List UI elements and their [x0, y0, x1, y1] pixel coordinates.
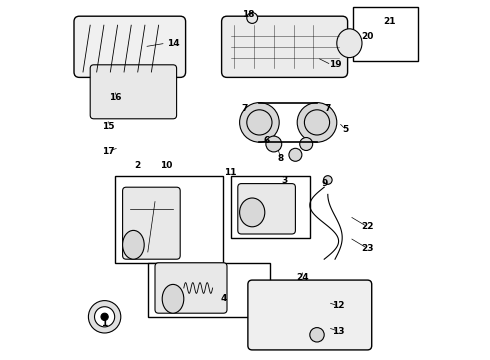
Text: 7: 7	[324, 104, 331, 113]
Text: 7: 7	[242, 104, 248, 113]
Text: 15: 15	[102, 122, 115, 131]
Ellipse shape	[289, 148, 302, 161]
Text: 1: 1	[101, 320, 108, 328]
Text: 6: 6	[264, 136, 270, 145]
Ellipse shape	[337, 29, 362, 58]
Ellipse shape	[88, 301, 121, 333]
Text: 5: 5	[343, 125, 349, 134]
Text: 4: 4	[220, 294, 226, 303]
Text: 19: 19	[329, 60, 342, 69]
Text: 22: 22	[361, 222, 374, 231]
FancyBboxPatch shape	[122, 187, 180, 259]
FancyBboxPatch shape	[155, 263, 227, 313]
Text: 12: 12	[332, 302, 345, 310]
Text: 9: 9	[321, 179, 327, 188]
FancyBboxPatch shape	[74, 16, 186, 77]
Bar	[231, 176, 310, 238]
Text: 11: 11	[224, 168, 237, 177]
Text: 2: 2	[134, 161, 140, 170]
Ellipse shape	[247, 13, 258, 23]
Text: 24: 24	[296, 273, 309, 282]
Text: 10: 10	[160, 161, 172, 170]
Text: 21: 21	[383, 17, 395, 26]
FancyBboxPatch shape	[90, 65, 176, 119]
Ellipse shape	[240, 198, 265, 227]
Ellipse shape	[310, 328, 324, 342]
Text: 16: 16	[109, 93, 122, 102]
Text: 13: 13	[332, 327, 345, 336]
Text: 8: 8	[278, 154, 284, 163]
FancyBboxPatch shape	[238, 184, 295, 234]
FancyBboxPatch shape	[221, 16, 347, 77]
Bar	[148, 263, 270, 317]
Ellipse shape	[162, 284, 184, 313]
Bar	[116, 176, 223, 263]
Text: 17: 17	[102, 147, 115, 156]
Ellipse shape	[101, 313, 108, 320]
Bar	[353, 7, 418, 61]
Ellipse shape	[300, 138, 313, 150]
Ellipse shape	[266, 136, 282, 152]
Text: 23: 23	[361, 244, 374, 253]
Ellipse shape	[122, 230, 144, 259]
Ellipse shape	[323, 176, 332, 184]
Text: 3: 3	[281, 176, 288, 185]
Text: 20: 20	[361, 32, 373, 41]
Text: 14: 14	[167, 39, 179, 48]
FancyBboxPatch shape	[248, 280, 372, 350]
Ellipse shape	[95, 307, 115, 327]
Ellipse shape	[240, 103, 279, 142]
Text: 18: 18	[243, 10, 255, 19]
Ellipse shape	[297, 103, 337, 142]
